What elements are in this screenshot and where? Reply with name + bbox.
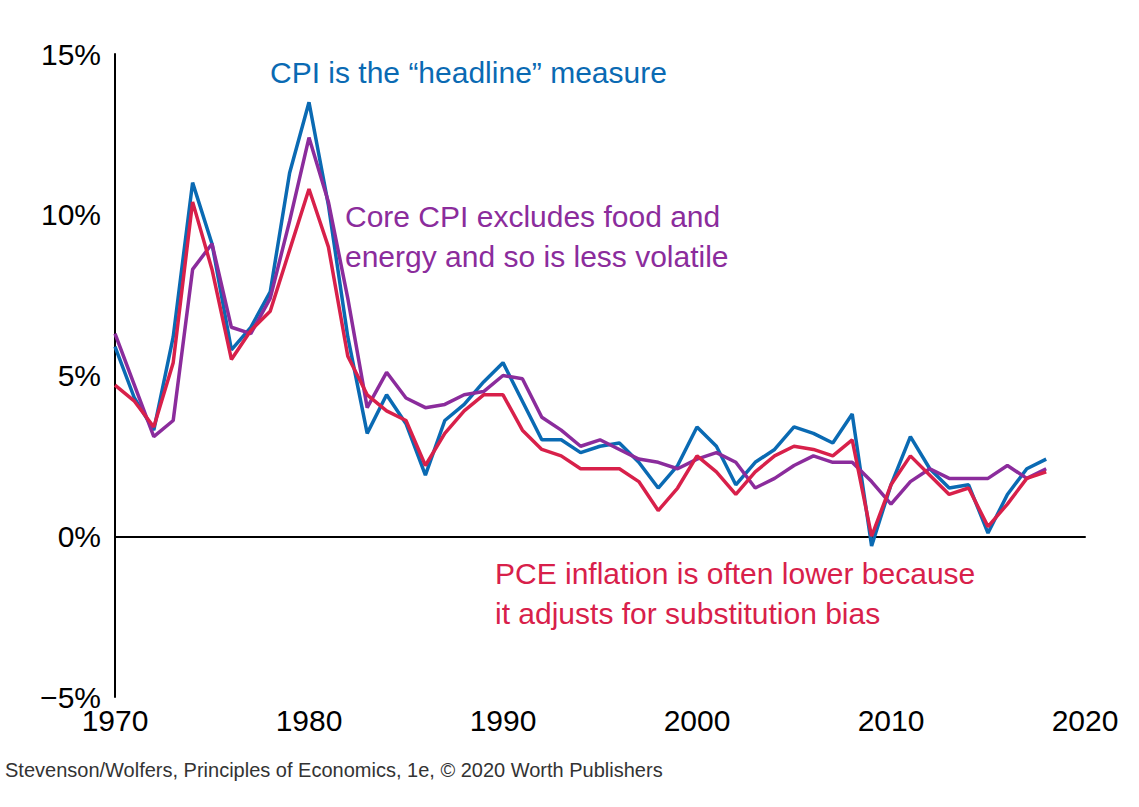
svg-text:2000: 2000: [664, 704, 731, 737]
svg-text:10%: 10%: [41, 198, 101, 231]
svg-text:2020: 2020: [1052, 704, 1119, 737]
svg-text:1970: 1970: [82, 704, 149, 737]
svg-text:1990: 1990: [470, 704, 537, 737]
svg-text:5%: 5%: [58, 359, 101, 392]
svg-text:Stevenson/Wolfers, Principles: Stevenson/Wolfers, Principles of Economi…: [5, 759, 663, 781]
svg-text:energy and so is less volatile: energy and so is less volatile: [345, 240, 729, 273]
svg-text:CPI is the “headline” measure: CPI is the “headline” measure: [270, 56, 667, 89]
svg-text:15%: 15%: [41, 38, 101, 71]
svg-text:Core CPI excludes food and: Core CPI excludes food and: [345, 200, 720, 233]
svg-text:0%: 0%: [58, 520, 101, 553]
svg-text:2010: 2010: [858, 704, 925, 737]
svg-text:it adjusts for substitution bi: it adjusts for substitution bias: [495, 597, 880, 630]
svg-text:1980: 1980: [276, 704, 343, 737]
svg-text:−5%: −5%: [40, 680, 101, 714]
svg-text:PCE inflation is often lower b: PCE inflation is often lower because: [495, 557, 975, 590]
